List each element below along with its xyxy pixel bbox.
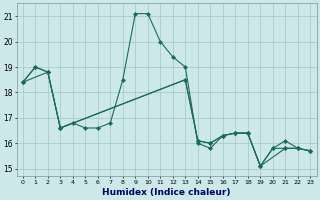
X-axis label: Humidex (Indice chaleur): Humidex (Indice chaleur) bbox=[102, 188, 231, 197]
